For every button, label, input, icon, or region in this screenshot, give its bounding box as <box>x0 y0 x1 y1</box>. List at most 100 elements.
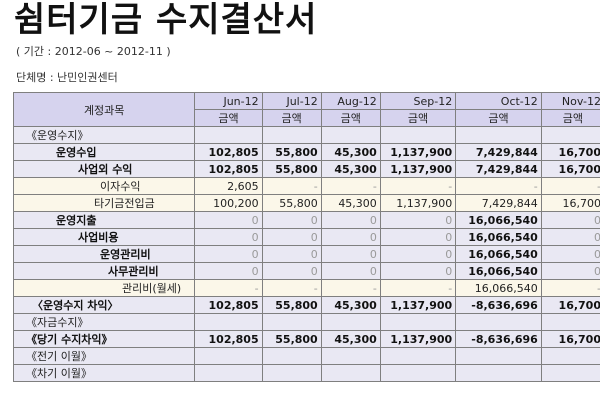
amount-cell: 0 <box>320 262 381 280</box>
period-label: ( 기간 : 2012-06 ~ 2012-11 ) <box>16 45 171 58</box>
month-header: Jun-12 <box>194 92 263 110</box>
account-label: 사무관리비 <box>12 262 196 280</box>
table-row: 사업외 수익 102,805 55,800 45,300 1,137,900 7… <box>12 160 600 178</box>
account-label: 〈운영수지 차익〉 <box>12 296 196 314</box>
amount-cell: - <box>320 279 381 297</box>
account-label: 관리비(월세) <box>12 279 196 297</box>
account-label: 사업외 수익 <box>12 160 196 178</box>
amount-cell: 16,700 <box>540 194 600 212</box>
amount-cell <box>540 364 600 382</box>
month-header: Sep-12 <box>379 92 457 110</box>
account-header: 계정과목 <box>12 92 196 127</box>
amount-cell: - <box>320 177 381 195</box>
account-label: 운영지출 <box>12 211 196 229</box>
table-row: 《당기 수지차익》 102,805 55,800 45,300 1,137,90… <box>12 330 600 348</box>
amount-cell: 45,300 <box>320 194 381 212</box>
amount-cell: 16,700 <box>540 330 600 348</box>
amount-cell: 102,805 <box>194 296 263 314</box>
amount-cell: 1,137,900 <box>379 194 457 212</box>
amount-cell: 45,300 <box>320 296 381 314</box>
amount-cell: 102,805 <box>194 143 263 161</box>
amount-cell: 55,800 <box>261 330 322 348</box>
amount-cell: - <box>261 279 322 297</box>
amount-cell: 1,137,900 <box>379 160 457 178</box>
month-header: Jul-12 <box>261 92 322 110</box>
amount-cell <box>194 126 263 144</box>
amount-cell <box>320 347 381 365</box>
amount-cell: 0 <box>320 228 381 246</box>
amount-cell: 16,066,540 <box>455 262 542 280</box>
table-row: 사업비용 0 0 0 0 16,066,540 0 <box>12 228 600 246</box>
amount-cell: 0 <box>261 262 322 280</box>
amount-cell <box>455 126 542 144</box>
month-header: Nov-12 <box>540 92 600 110</box>
table-row: 《차기 이월》 <box>12 364 600 382</box>
amount-cell: 16,700 <box>540 296 600 314</box>
amount-header: 금액 <box>320 109 381 127</box>
amount-cell: 0 <box>194 262 263 280</box>
account-label: 《자금수지》 <box>12 313 196 331</box>
amount-cell <box>194 313 263 331</box>
table-row: 운영수입 102,805 55,800 45,300 1,137,900 7,4… <box>12 143 600 161</box>
amount-cell: 100,200 <box>194 194 263 212</box>
amount-cell <box>540 347 600 365</box>
amount-cell: 1,137,900 <box>379 296 457 314</box>
account-label: 타기금전입금 <box>12 194 196 212</box>
amount-cell: - <box>261 177 322 195</box>
amount-cell: - <box>455 177 542 195</box>
account-label: 사업비용 <box>12 228 196 246</box>
amount-cell: 102,805 <box>194 330 263 348</box>
amount-cell: 0 <box>320 245 381 263</box>
amount-cell: 0 <box>540 211 600 229</box>
amount-cell: 0 <box>379 245 457 263</box>
amount-cell <box>379 313 457 331</box>
amount-cell <box>194 347 263 365</box>
amount-cell: 2,605 <box>194 177 263 195</box>
account-label: 《운영수지》 <box>12 126 196 144</box>
amount-cell: 0 <box>261 211 322 229</box>
amount-cell <box>540 126 600 144</box>
amount-cell: 7,429,844 <box>455 143 542 161</box>
amount-cell: 16,700 <box>540 143 600 161</box>
amount-cell: 16,066,540 <box>455 228 542 246</box>
amount-cell: 55,800 <box>261 143 322 161</box>
amount-header: 금액 <box>194 109 263 127</box>
amount-cell: -8,636,696 <box>455 330 542 348</box>
amount-cell: 16,700 <box>540 160 600 178</box>
table-row: 관리비(월세) - - - - 16,066,540 - <box>12 279 600 297</box>
amount-cell <box>261 126 322 144</box>
amount-cell: - <box>379 177 457 195</box>
account-label: 운영관리비 <box>12 245 196 263</box>
amount-cell: 16,066,540 <box>455 211 542 229</box>
amount-cell: 16,066,540 <box>455 245 542 263</box>
account-label: 《전기 이월》 <box>12 347 196 365</box>
amount-cell <box>194 364 263 382</box>
table-row: 《전기 이월》 <box>12 347 600 365</box>
amount-cell: 0 <box>320 211 381 229</box>
amount-cell: 55,800 <box>261 160 322 178</box>
account-label: 《당기 수지차익》 <box>12 330 196 348</box>
table-row: 타기금전입금 100,200 55,800 45,300 1,137,900 7… <box>12 194 600 212</box>
amount-cell: 0 <box>261 228 322 246</box>
table-row: 《자금수지》 <box>12 313 600 331</box>
amount-cell: 55,800 <box>261 296 322 314</box>
table-row: 이자수익 2,605 - - - - - <box>12 177 600 195</box>
amount-cell: 45,300 <box>320 143 381 161</box>
month-header: Aug-12 <box>320 92 381 110</box>
amount-cell: 0 <box>379 211 457 229</box>
amount-header: 금액 <box>455 109 542 127</box>
amount-cell: -8,636,696 <box>455 296 542 314</box>
amount-cell <box>455 364 542 382</box>
amount-cell: 55,800 <box>261 194 322 212</box>
amount-header: 금액 <box>540 109 600 127</box>
amount-cell <box>261 364 322 382</box>
amount-cell <box>261 313 322 331</box>
table-row: 《운영수지》 <box>12 126 600 144</box>
amount-cell <box>320 364 381 382</box>
amount-cell: 0 <box>540 262 600 280</box>
amount-cell: 1,137,900 <box>379 330 457 348</box>
amount-cell <box>320 313 381 331</box>
amount-cell: 7,429,844 <box>455 194 542 212</box>
amount-cell <box>540 313 600 331</box>
account-label: 《차기 이월》 <box>12 364 196 382</box>
